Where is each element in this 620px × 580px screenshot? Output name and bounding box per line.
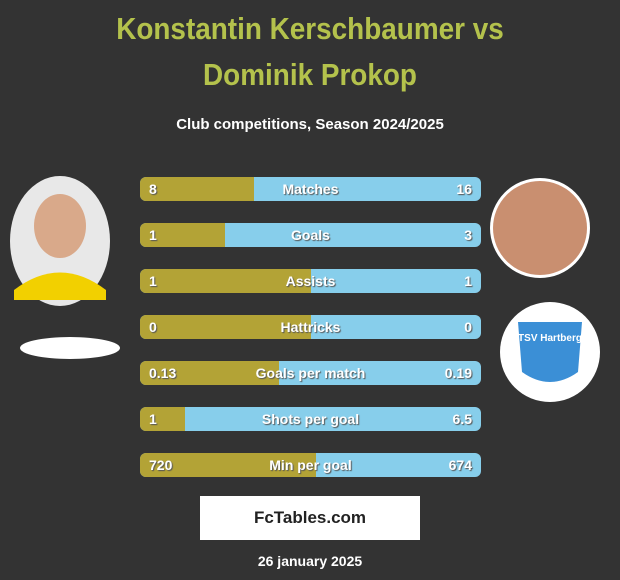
left-fill [140, 177, 254, 201]
club-shield [518, 322, 582, 382]
date: 26 january 2025 [257, 553, 363, 569]
title: Konstantin Kerschbaumer vs Dominik Proko… [116, 11, 504, 92]
stat-bar: 0.13 Goals per match 0.19 [140, 361, 481, 385]
blank-badge [20, 337, 120, 359]
stat-label: Hattricks [280, 319, 341, 335]
subtitle: Club competitions, Season 2024/2025 [176, 116, 444, 133]
stat-label: Shots per goal [261, 411, 360, 427]
player-right-face [493, 181, 587, 275]
player-left-shirt [14, 272, 106, 300]
left-fill [140, 407, 186, 431]
left-value: 720 [149, 457, 173, 473]
stat-bar: 0 Hattricks 0 [140, 315, 481, 339]
club-logo-text: TSV Hartberg [518, 333, 582, 344]
left-value: 8 [149, 181, 157, 197]
stat-label: Matches [282, 181, 339, 197]
right-value: 0.19 [444, 365, 472, 381]
right-value: 1 [464, 273, 472, 289]
right-value: 0 [464, 319, 472, 335]
left-fill [140, 269, 311, 293]
stat-label: Assists [285, 273, 336, 289]
left-value: 0 [149, 319, 157, 335]
left-value: 1 [149, 273, 157, 289]
right-value: 16 [456, 181, 472, 197]
left-value: 0.13 [149, 365, 177, 381]
left-fill [140, 315, 311, 339]
right-value: 674 [448, 457, 472, 473]
player-left-face [34, 194, 86, 258]
left-value: 1 [149, 227, 157, 243]
stat-bar: 1 Shots per goal 6.5 [140, 407, 481, 431]
left-fill [140, 223, 226, 247]
stat-bar: 8 Matches 16 [140, 177, 481, 201]
stat-bar: 1 Goals 3 [140, 223, 481, 247]
brand-logo: FcTables.com [200, 496, 420, 540]
left-fill [140, 361, 279, 385]
stat-label: Goals per match [255, 365, 366, 381]
stat-label: Min per goal [269, 457, 352, 473]
right-value: 3 [464, 227, 472, 243]
right-value: 6.5 [452, 411, 472, 427]
stat-bar: 720 Min per goal 674 [140, 453, 481, 477]
left-fill [140, 453, 317, 477]
left-value: 1 [149, 411, 157, 427]
stat-label: Goals [291, 227, 330, 243]
stat-bar: 1 Assists 1 [140, 269, 481, 293]
